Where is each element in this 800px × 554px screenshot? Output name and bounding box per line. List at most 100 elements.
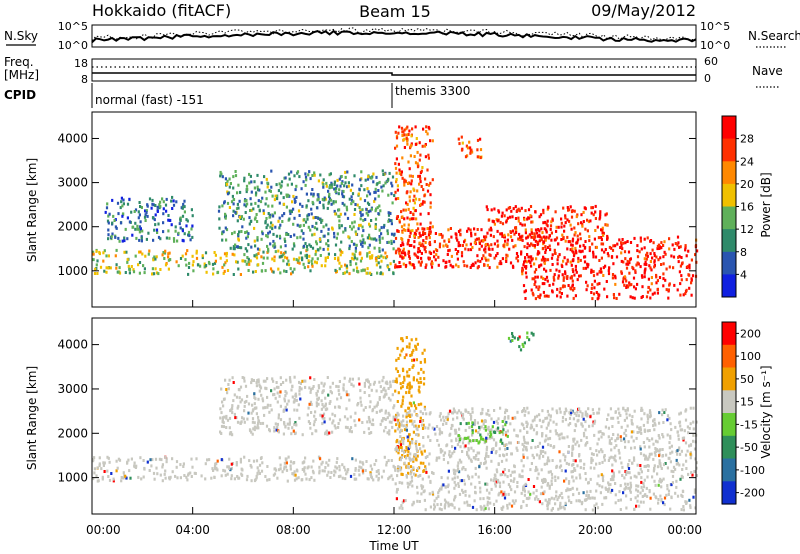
power-cell bbox=[347, 235, 350, 239]
power-cell bbox=[400, 251, 404, 255]
power-cell bbox=[420, 260, 423, 264]
velocity-cell bbox=[395, 413, 398, 417]
power-cell bbox=[566, 247, 569, 251]
velocity-cell bbox=[676, 461, 679, 465]
power-cell bbox=[457, 250, 460, 253]
power-cell bbox=[403, 128, 406, 132]
power-cell bbox=[244, 231, 247, 234]
power-cell bbox=[311, 257, 314, 261]
velocity-cell bbox=[456, 416, 459, 420]
velocity-cell bbox=[515, 434, 518, 438]
velocity-cell bbox=[285, 468, 289, 472]
velocity-cell bbox=[572, 463, 575, 466]
power-cell bbox=[329, 198, 333, 202]
power-cell bbox=[290, 182, 293, 186]
velocity-cell bbox=[183, 474, 186, 477]
velocity-cell bbox=[216, 468, 219, 472]
power-cell bbox=[526, 217, 529, 221]
power-cell bbox=[292, 194, 295, 198]
power-cell bbox=[484, 256, 487, 260]
power-cell bbox=[586, 218, 589, 222]
power-cell bbox=[195, 249, 198, 253]
velocity-cell bbox=[438, 456, 441, 460]
power-cell bbox=[136, 227, 139, 231]
velocity-cell bbox=[511, 470, 514, 474]
power-cell bbox=[136, 224, 139, 228]
power-cell bbox=[678, 254, 681, 258]
power-cell bbox=[395, 217, 399, 220]
velocity-cell bbox=[524, 447, 527, 451]
velocity-cell bbox=[344, 477, 347, 481]
velocity-cell bbox=[544, 451, 547, 455]
power-cell bbox=[584, 240, 587, 243]
power-cell bbox=[311, 188, 314, 191]
velocity-cell bbox=[412, 457, 415, 461]
power-cell bbox=[218, 226, 221, 230]
power-cell bbox=[613, 296, 616, 300]
power-cell bbox=[128, 197, 131, 201]
velocity-cell bbox=[485, 412, 488, 416]
power-cell bbox=[600, 228, 603, 232]
power-cell bbox=[397, 131, 400, 135]
velocity-cell bbox=[454, 446, 457, 450]
power-cell bbox=[522, 263, 525, 267]
velocity-cell bbox=[479, 486, 482, 490]
power-cell bbox=[562, 276, 565, 280]
power-cell bbox=[358, 206, 361, 209]
velocity-cell bbox=[225, 414, 228, 418]
power-cell bbox=[585, 280, 588, 284]
velocity-cell bbox=[321, 422, 324, 426]
power-cell bbox=[553, 248, 556, 252]
velocity-cell bbox=[486, 500, 489, 504]
velocity-cell bbox=[623, 487, 626, 491]
power-cell bbox=[112, 214, 115, 218]
velocity-cell bbox=[659, 480, 663, 484]
power-cell bbox=[281, 214, 284, 218]
power-cell bbox=[225, 259, 228, 263]
velocity-cell bbox=[309, 376, 312, 380]
velocity-cell bbox=[457, 434, 460, 437]
velocity-cell bbox=[502, 428, 505, 432]
power-cell bbox=[237, 233, 240, 236]
power-cell bbox=[601, 228, 604, 232]
power-cell bbox=[413, 266, 416, 270]
power-cell bbox=[662, 272, 665, 276]
power-cell bbox=[396, 188, 399, 192]
velocity-cell bbox=[443, 419, 446, 423]
power-cell bbox=[298, 256, 301, 260]
velocity-cell bbox=[429, 439, 432, 442]
velocity-cell bbox=[235, 395, 239, 399]
power-cell bbox=[225, 238, 228, 242]
power-cell bbox=[620, 270, 623, 274]
power-cell bbox=[265, 234, 268, 238]
velocity-cell bbox=[400, 423, 403, 427]
power-cell bbox=[296, 223, 299, 227]
velocity-cell bbox=[607, 426, 610, 430]
power-cell bbox=[126, 237, 129, 241]
velocity-cell bbox=[447, 461, 450, 465]
power-ylabel: Slant Range [km] bbox=[25, 158, 39, 262]
power-cell bbox=[312, 216, 315, 220]
power-cell bbox=[538, 229, 541, 233]
power-cell bbox=[397, 247, 400, 251]
power-cell bbox=[564, 270, 567, 274]
velocity-cell bbox=[375, 459, 378, 463]
power-cell bbox=[584, 227, 587, 231]
velocity-cell bbox=[345, 472, 348, 476]
velocity-cell bbox=[329, 385, 332, 389]
power-cell bbox=[518, 209, 521, 213]
velocity-cell bbox=[416, 414, 419, 418]
velocity-cell bbox=[448, 450, 451, 454]
power-cell bbox=[555, 225, 558, 229]
power-cell bbox=[226, 201, 230, 205]
power-cell bbox=[476, 138, 480, 142]
velocity-cell bbox=[214, 467, 217, 471]
velocity-cell bbox=[303, 469, 306, 473]
power-cell bbox=[390, 241, 393, 245]
velocity-cell bbox=[438, 414, 441, 418]
velocity-cell bbox=[676, 494, 680, 498]
velocity-cell bbox=[446, 476, 449, 480]
power-cell bbox=[293, 197, 296, 201]
power-cell bbox=[574, 294, 577, 298]
velocity-cell bbox=[369, 471, 372, 475]
